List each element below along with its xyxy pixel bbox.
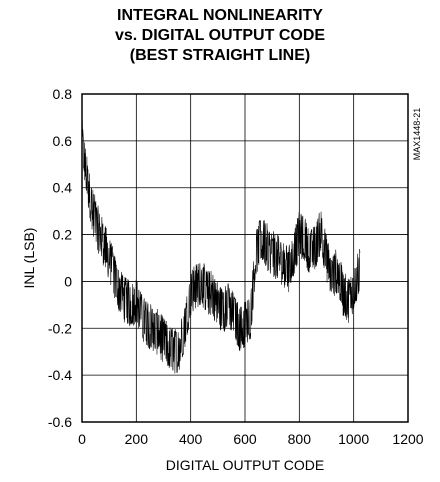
inl-series-line [81, 119, 361, 374]
x-tick-labels: 0 200 400 600 800 1000 1200 [78, 431, 424, 447]
chart-title-line-2: vs. DIGITAL OUTPUT CODE [114, 27, 326, 44]
y-tick-label: 0.4 [53, 180, 73, 196]
y-tick-labels: 0.8 0.6 0.4 0.2 0 -0.2 -0.4 -0.6 [48, 86, 72, 430]
chart-title-line-3: (BEST STRAIGHT LINE) [129, 47, 311, 64]
inl-trace [81, 119, 361, 374]
x-tick-label: 1200 [392, 431, 423, 447]
x-tick-label: 200 [125, 431, 149, 447]
y-tick-label: 0.8 [53, 86, 73, 102]
y-tick-label: -0.2 [48, 320, 72, 336]
chart-title-line-1: INTEGRAL NONLINEARITY [117, 7, 323, 24]
x-tick-label: 400 [179, 431, 203, 447]
chart-title: INTEGRAL NONLINEARITY vs. DIGITAL OUTPUT… [0, 6, 440, 66]
grid-lines [82, 94, 408, 422]
figure-id-annotation: MAX1448-21 [412, 108, 422, 161]
x-tick-label: 1000 [338, 431, 369, 447]
x-tick-label: 0 [78, 431, 86, 447]
y-axis-title: INL (LSB) [21, 228, 37, 289]
x-tick-label: 600 [233, 431, 257, 447]
x-axis-title: DIGITAL OUTPUT CODE [166, 457, 324, 473]
y-tick-label: 0.6 [53, 133, 73, 149]
y-tick-label: -0.4 [48, 367, 72, 383]
y-tick-label: -0.6 [48, 414, 72, 430]
y-tick-label: 0.2 [53, 227, 73, 243]
plot-frame [81, 93, 409, 423]
x-tick-label: 800 [288, 431, 312, 447]
y-tick-label: 0 [64, 273, 72, 289]
